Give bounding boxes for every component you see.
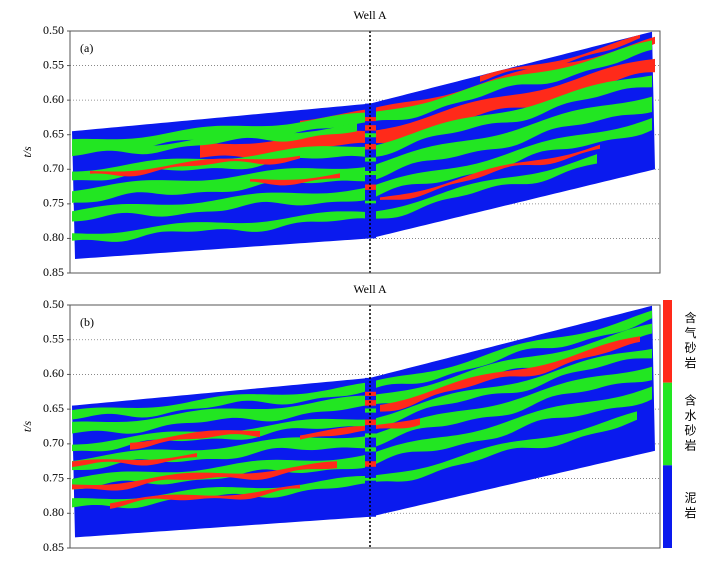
y-tick-label: 0.80 — [43, 230, 64, 244]
plot-frame — [69, 30, 661, 274]
y-axis-label: t/s — [20, 421, 34, 433]
lithology-band — [72, 40, 652, 151]
panel-label: (b) — [80, 315, 94, 329]
lithology-band — [72, 461, 337, 491]
y-axis-label: t/s — [20, 146, 34, 158]
colorbar-segment — [663, 465, 672, 548]
well-log-segment — [365, 171, 376, 176]
y-tick-label: 0.85 — [43, 540, 64, 554]
y-tick-label: 0.65 — [43, 401, 64, 415]
y-tick-label: 0.60 — [43, 366, 64, 380]
y-tick-label: 0.75 — [43, 470, 64, 484]
colorbar-label: 泥岩 — [683, 491, 697, 521]
lithology-band — [300, 418, 420, 440]
lithology-band — [380, 336, 640, 412]
lithology-band — [72, 123, 357, 157]
lithology-band — [300, 36, 655, 129]
colorbar-segment — [663, 300, 672, 383]
y-tick-label: 0.75 — [43, 196, 64, 210]
lithology-band — [72, 452, 197, 467]
well-log-segment — [365, 461, 376, 467]
lithology-band — [250, 173, 340, 186]
y-tick-label: 0.55 — [43, 57, 64, 71]
lithology-band — [72, 118, 652, 222]
lithology-band — [72, 310, 652, 420]
lithology-band — [72, 366, 652, 471]
well-log — [365, 377, 376, 517]
lithology-band — [72, 75, 652, 181]
well-log-segment — [365, 433, 376, 438]
well-log-segment — [365, 477, 376, 481]
lithology-band — [110, 484, 300, 509]
y-tick-label: 0.50 — [43, 23, 64, 37]
y-tick-label: 0.65 — [43, 126, 64, 140]
lithology-band — [200, 58, 655, 158]
lithology-band — [72, 323, 652, 434]
lithology-band — [72, 386, 652, 490]
lithology-band — [72, 154, 597, 242]
lithology-band — [90, 155, 300, 177]
y-tick-label: 0.80 — [43, 505, 64, 519]
y-tick-label: 0.70 — [43, 436, 64, 450]
lithology-band — [72, 348, 652, 452]
lithology-band — [72, 96, 652, 203]
y-tick-label: 0.85 — [43, 265, 64, 279]
colorbar-label: 含气砂岩 — [683, 310, 697, 371]
y-tick-label: 0.70 — [43, 161, 64, 175]
lithology-band — [130, 430, 260, 450]
plot-frame — [69, 304, 661, 549]
colorbar-label: 含水砂岩 — [683, 393, 697, 454]
panel-title: Well A — [353, 8, 387, 22]
colorbar-segment — [663, 382, 672, 466]
panel-title: Well A — [353, 282, 387, 296]
y-tick-label: 0.55 — [43, 331, 64, 345]
lithology-band — [380, 144, 600, 200]
y-tick-label: 0.60 — [43, 92, 64, 106]
panel-label: (a) — [80, 41, 93, 55]
well-log-segment — [365, 200, 376, 204]
well-log-segment — [365, 144, 376, 150]
y-tick-label: 0.50 — [43, 297, 64, 311]
